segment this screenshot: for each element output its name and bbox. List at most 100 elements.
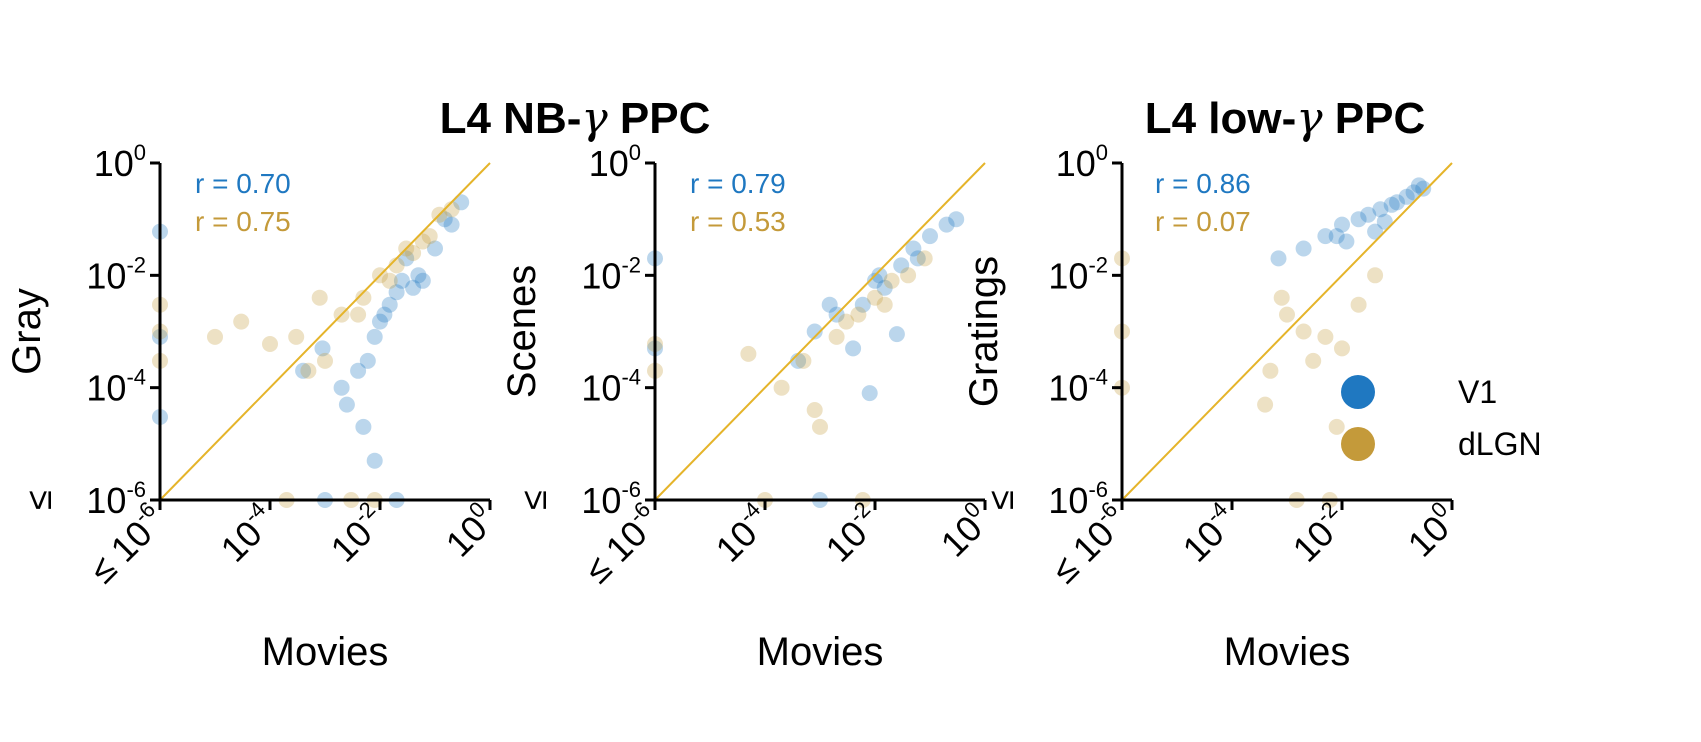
data-point-dlgn	[300, 362, 317, 379]
legend-label-v1: V1	[1458, 374, 1497, 410]
data-point-v1	[1398, 188, 1415, 205]
data-point-v1	[806, 323, 823, 340]
legend-marker-dlgn	[1341, 427, 1375, 461]
data-point-dlgn	[883, 272, 900, 289]
scatter-panel-1: 10-6≤≤ 10-610-410-410-210-2100100MoviesG…	[5, 140, 504, 674]
data-point-dlgn	[405, 245, 422, 261]
data-point-dlgn	[1305, 352, 1322, 369]
scatter-panel-3: 10-6≤≤ 10-610-410-410-210-2100100MoviesG…	[962, 140, 1466, 674]
y-tick-label: 100	[1056, 140, 1108, 184]
data-point-dlgn	[317, 352, 333, 369]
data-point-dlgn	[421, 228, 438, 245]
data-point-v1	[909, 250, 926, 267]
data-point-v1	[1376, 213, 1393, 230]
data-point-v1	[938, 216, 955, 233]
data-point-v1	[405, 279, 422, 296]
x-tick-label: 100	[1398, 497, 1466, 565]
y-tick-label: 10-6	[86, 477, 146, 521]
data-point-v1	[1334, 216, 1350, 233]
correlation-label-dlgn: r = 0.75	[195, 206, 291, 237]
data-point-v1	[372, 313, 388, 330]
data-point-v1	[1405, 184, 1422, 201]
data-point-v1	[876, 279, 893, 296]
data-point-dlgn	[1367, 267, 1384, 284]
scatter-panel-2: 10-6≤≤ 10-610-410-410-210-2100100MoviesS…	[500, 140, 990, 674]
data-point-dlgn	[740, 345, 757, 362]
y-axis-label: Gray	[5, 288, 49, 375]
x-tick-label: 10-2	[320, 497, 393, 570]
data-point-v1	[854, 296, 871, 313]
data-point-dlgn	[1295, 323, 1312, 340]
data-point-dlgn	[1350, 296, 1367, 313]
data-point-v1	[1350, 211, 1367, 228]
y-tick-label: 100	[589, 140, 641, 184]
data-point-v1	[1317, 228, 1334, 245]
data-point-v1	[366, 452, 383, 469]
data-point-v1	[1372, 201, 1389, 218]
data-point-dlgn	[414, 233, 431, 250]
data-point-v1	[948, 211, 965, 228]
data-point-v1	[398, 250, 415, 267]
data-point-v1	[443, 216, 460, 233]
data-point-v1	[1360, 206, 1377, 223]
data-point-v1	[1295, 240, 1312, 257]
data-point-v1	[845, 340, 862, 357]
identity-line	[1121, 162, 1453, 501]
data-point-v1	[1328, 228, 1345, 245]
data-point-dlgn	[838, 313, 855, 330]
data-point-dlgn	[812, 418, 828, 435]
correlation-label-v1: r = 0.86	[1155, 168, 1251, 199]
data-point-dlgn	[828, 328, 845, 345]
data-point-dlgn	[233, 313, 250, 330]
x-axis-label: Movies	[757, 630, 884, 674]
correlation-label-v1: r = 0.79	[690, 168, 786, 199]
y-tick-label: 10-4	[581, 365, 641, 409]
data-point-v1	[366, 328, 383, 345]
data-point-dlgn	[1262, 362, 1279, 379]
identity-line	[654, 162, 986, 501]
data-point-dlgn	[1317, 328, 1334, 345]
data-point-dlgn	[916, 250, 933, 267]
data-point-dlgn	[867, 289, 883, 306]
data-point-dlgn	[288, 328, 305, 345]
x-tick-label: 10-2	[1282, 497, 1355, 570]
x-tick-label: 10-2	[815, 497, 888, 570]
correlation-label-dlgn: r = 0.53	[690, 206, 786, 237]
title-low-gamma: L4 low-γ PPC	[1145, 93, 1426, 144]
data-point-v1	[1389, 194, 1405, 211]
y-tick-label: 100	[94, 140, 146, 184]
data-point-dlgn	[773, 379, 790, 396]
y-axis-label: Scenes	[500, 265, 544, 398]
data-point-v1	[359, 352, 376, 369]
x-tick-label: 100	[436, 497, 504, 565]
data-point-v1	[1367, 223, 1384, 240]
legend-label-dlgn: dLGN	[1458, 426, 1542, 462]
data-point-dlgn	[262, 336, 278, 352]
data-point-dlgn	[795, 352, 812, 369]
data-point-v1	[1338, 233, 1355, 250]
data-point-v1	[410, 267, 427, 284]
data-point-v1	[1415, 180, 1432, 197]
data-point-v1	[376, 306, 393, 323]
data-point-v1	[381, 296, 398, 313]
data-point-dlgn	[381, 272, 398, 289]
data-point-v1	[867, 272, 883, 289]
data-point-v1	[922, 228, 938, 245]
y-tick-le-symbol: ≤	[18, 490, 59, 510]
data-point-dlgn	[1328, 418, 1345, 435]
data-point-dlgn	[1334, 340, 1350, 357]
y-tick-label: 10-2	[1048, 252, 1108, 296]
data-point-v1	[355, 418, 372, 435]
y-tick-label: 10-6	[1048, 477, 1108, 521]
data-point-v1	[314, 340, 331, 357]
data-point-v1	[350, 362, 367, 379]
data-point-v1	[393, 272, 410, 289]
data-point-dlgn	[311, 289, 328, 306]
data-point-v1	[453, 194, 470, 211]
y-tick-label: 10-6	[581, 477, 641, 521]
y-tick-label: 10-4	[86, 365, 146, 409]
data-point-v1	[414, 272, 431, 289]
y-axis-label: Gratings	[962, 256, 1006, 407]
data-point-dlgn	[355, 289, 372, 306]
